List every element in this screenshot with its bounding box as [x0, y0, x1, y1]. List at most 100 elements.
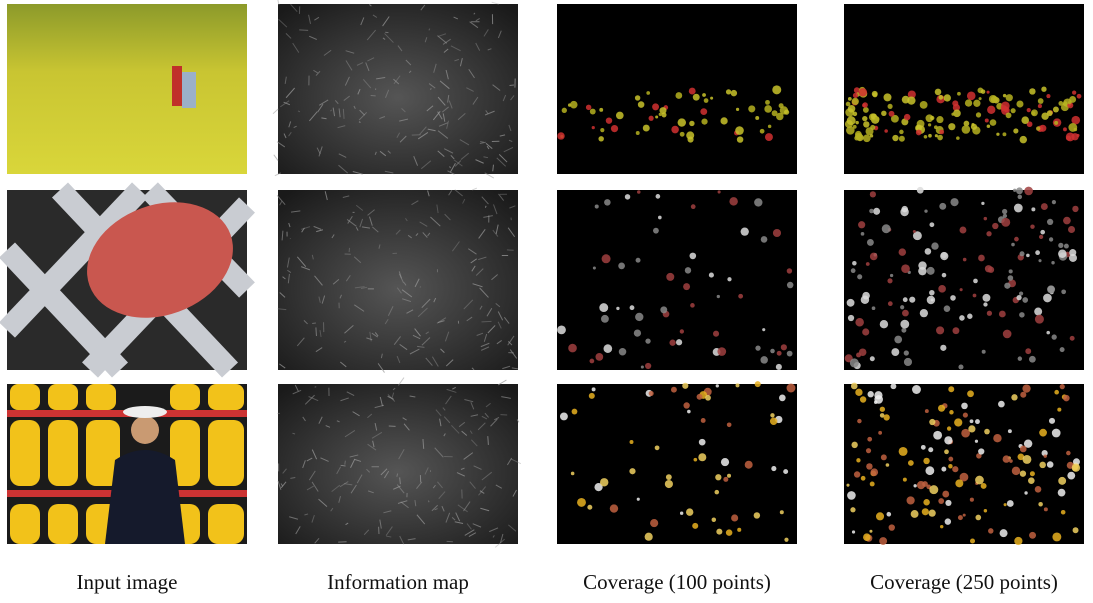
point	[560, 412, 568, 420]
point	[975, 419, 980, 424]
point	[861, 232, 865, 236]
point	[1046, 331, 1050, 335]
point	[875, 117, 880, 122]
point	[616, 307, 619, 310]
point	[970, 538, 975, 543]
point	[987, 91, 990, 94]
point	[697, 394, 703, 400]
point	[727, 474, 731, 478]
point	[721, 458, 729, 466]
point	[863, 121, 869, 127]
point	[1073, 527, 1079, 533]
point	[645, 338, 650, 343]
point	[1054, 121, 1058, 125]
point	[902, 310, 909, 317]
point	[870, 134, 873, 137]
point	[873, 208, 880, 215]
point	[970, 498, 974, 502]
point	[982, 294, 990, 302]
point	[1028, 477, 1035, 484]
point	[855, 133, 862, 140]
point	[1036, 126, 1040, 130]
point	[921, 445, 926, 450]
point	[760, 129, 765, 134]
point	[846, 102, 851, 107]
point	[1020, 470, 1026, 476]
caption: Input image	[77, 570, 178, 594]
point	[948, 464, 952, 468]
point	[987, 124, 991, 128]
point	[957, 92, 961, 96]
point	[1066, 136, 1071, 141]
point	[726, 89, 731, 94]
point	[1039, 462, 1046, 469]
point	[686, 508, 693, 515]
point	[908, 460, 914, 466]
point	[992, 223, 998, 229]
point	[952, 327, 959, 334]
point	[715, 490, 720, 495]
point	[590, 109, 596, 115]
point	[986, 231, 991, 236]
point	[958, 364, 963, 369]
point	[951, 113, 954, 116]
point	[755, 345, 760, 350]
point	[1038, 98, 1044, 104]
point	[1049, 418, 1055, 424]
point	[652, 103, 659, 110]
point	[1043, 294, 1052, 303]
point	[870, 191, 876, 197]
point	[1014, 237, 1019, 242]
point	[1038, 502, 1043, 507]
point	[680, 132, 685, 137]
point	[700, 108, 707, 115]
point	[968, 425, 975, 432]
point	[981, 89, 986, 94]
point	[891, 348, 899, 356]
point	[993, 434, 1001, 442]
point	[690, 303, 695, 308]
point	[929, 290, 934, 295]
point	[718, 190, 721, 193]
point	[570, 101, 578, 109]
point	[741, 228, 749, 236]
caption: Information map	[327, 570, 469, 594]
point	[669, 340, 675, 346]
point	[973, 279, 978, 284]
point	[889, 111, 895, 117]
point	[962, 125, 971, 134]
point	[925, 248, 932, 255]
point	[737, 528, 741, 532]
texture	[359, 122, 361, 123]
point	[787, 384, 796, 393]
point	[705, 395, 711, 401]
point	[636, 258, 641, 263]
point	[975, 440, 978, 443]
point	[1029, 88, 1035, 94]
point	[904, 114, 911, 121]
point	[940, 525, 943, 528]
point	[950, 198, 958, 206]
point	[587, 505, 592, 510]
point	[975, 476, 984, 485]
point	[1006, 112, 1012, 118]
point	[761, 236, 768, 243]
point	[1058, 101, 1063, 106]
point	[853, 112, 858, 117]
point	[900, 305, 904, 309]
point	[868, 391, 874, 397]
point	[634, 329, 641, 336]
point	[958, 515, 963, 520]
point	[979, 97, 982, 100]
point	[671, 387, 677, 393]
point	[675, 92, 682, 99]
point	[1023, 455, 1032, 464]
point	[855, 318, 864, 327]
point	[701, 418, 706, 423]
point	[717, 347, 726, 356]
point	[939, 130, 944, 135]
point	[925, 409, 929, 413]
point	[884, 93, 892, 101]
point	[1034, 308, 1042, 316]
point	[933, 431, 942, 440]
